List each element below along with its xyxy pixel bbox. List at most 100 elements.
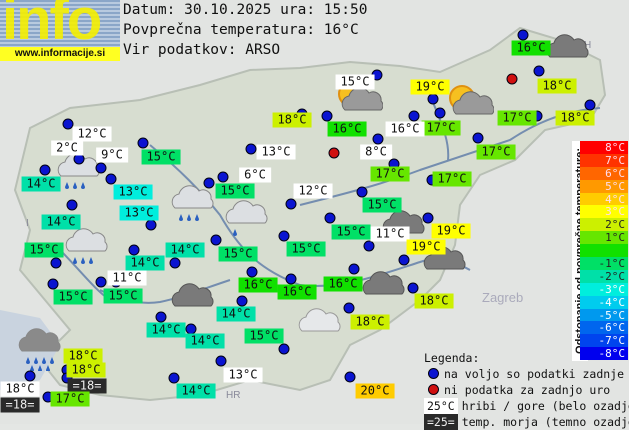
station-dot[interactable] [344, 371, 356, 383]
station-temperature-label: 16°C [277, 284, 317, 300]
station-temperature-label: 15°C [53, 289, 93, 305]
station-dot[interactable] [145, 219, 157, 231]
station-dot[interactable] [137, 137, 149, 149]
station-dot[interactable] [324, 212, 336, 224]
map-label-h: H [584, 40, 591, 51]
station-dot[interactable] [343, 302, 355, 314]
scale-cell [580, 244, 628, 258]
map-label-hr: HR [226, 390, 240, 401]
station-dot[interactable] [398, 254, 410, 266]
legend-sea-text: temp. morja (temno ozadje) [461, 415, 629, 429]
scale-cell: -4°C [580, 295, 628, 309]
station-dot[interactable] [321, 110, 333, 122]
dark-cloud-icon [167, 280, 219, 330]
red-dot-icon [428, 384, 439, 395]
station-dot[interactable] [407, 282, 419, 294]
station-dot[interactable] [408, 110, 420, 122]
station-dot[interactable] [128, 244, 140, 256]
station-dot[interactable] [66, 199, 78, 211]
scale-cell: -8°C [580, 347, 628, 360]
station-dot[interactable] [95, 276, 107, 288]
station-dot[interactable] [39, 164, 51, 176]
mountain-temperature-label: 12°C [293, 183, 333, 199]
scale-cell: 6°C [580, 166, 628, 180]
station-dot[interactable] [472, 132, 484, 144]
station-dot[interactable] [47, 278, 59, 290]
date-line: Datum: 30.10.2025 ura: 15:50 [123, 2, 368, 18]
station-dot[interactable] [356, 186, 368, 198]
station-temperature-label: 15°C [362, 197, 402, 213]
scale-cell: 1°C [580, 231, 628, 244]
station-dot[interactable] [169, 257, 181, 269]
station-dot[interactable] [372, 133, 384, 145]
station-dot[interactable] [62, 118, 74, 130]
legend-mountain-text: hribi / gore (belo ozadje) [461, 399, 629, 413]
station-temperature-label: 15°C [331, 224, 371, 240]
station-dot[interactable] [105, 173, 117, 185]
no-data-station-dot[interactable] [328, 147, 340, 159]
average-temperature-line: Povprečna temperatura: 16°C [123, 22, 359, 38]
station-dot[interactable] [285, 198, 297, 210]
station-dot[interactable] [168, 372, 180, 384]
no-data-station-dot[interactable] [506, 73, 518, 85]
mountain-temperature-label: 11°C [370, 226, 410, 242]
station-temperature-label: 15°C [215, 183, 255, 199]
station-temperature-label: 19°C [406, 239, 446, 255]
legend-item-available: na voljo so podatki zadnje ure [424, 366, 629, 382]
station-dot[interactable] [203, 177, 215, 189]
station-dot[interactable] [246, 266, 258, 278]
station-temperature-label: 15°C [286, 241, 326, 257]
station-dot[interactable] [217, 171, 229, 183]
station-temperature-label: 14°C [185, 333, 225, 349]
station-dot[interactable] [285, 273, 297, 285]
station-temperature-label: 18°C [272, 112, 312, 128]
station-dot[interactable] [363, 240, 375, 252]
station-dot[interactable] [155, 311, 167, 323]
scale-cell: 8°C [580, 141, 628, 154]
mountain-temperature-label: 2°C [51, 140, 83, 156]
station-dot[interactable] [533, 65, 545, 77]
station-temperature-label: 20°C [355, 383, 395, 399]
station-dot[interactable] [24, 370, 36, 382]
legend-available-text: na voljo so podatki zadnje ure [444, 367, 629, 381]
sea-temperature-label: =18= [67, 378, 107, 394]
legend-title: Legenda: [424, 351, 480, 365]
station-temperature-label: 15°C [218, 246, 258, 262]
station-dot[interactable] [50, 257, 62, 269]
info-logo[interactable]: info [0, 0, 120, 48]
station-dot[interactable] [95, 162, 107, 174]
station-dot[interactable] [245, 143, 257, 155]
rain-cloud-icon [61, 225, 113, 275]
map-label-i: I [26, 218, 29, 229]
station-temperature-label: 16°C [323, 276, 363, 292]
scale-cell: 5°C [580, 179, 628, 193]
station-dot[interactable] [210, 234, 222, 246]
station-temperature-label: 14°C [216, 306, 256, 322]
station-dot[interactable] [517, 29, 529, 41]
station-dot[interactable] [236, 295, 248, 307]
station-dot[interactable] [215, 355, 227, 367]
station-dot[interactable] [422, 212, 434, 224]
station-temperature-label: 18°C [63, 348, 103, 364]
station-temperature-label: 14°C [176, 383, 216, 399]
mountain-temperature-label: 13°C [223, 367, 263, 383]
station-temperature-label: 17°C [432, 171, 472, 187]
mountain-temperature-label: 9°C [96, 147, 128, 163]
sea-sample: =25= [424, 414, 458, 430]
site-url-link[interactable]: www.informacije.si [0, 47, 120, 61]
station-dot[interactable] [278, 230, 290, 242]
station-temperature-label: 15°C [141, 149, 181, 165]
station-temperature-label: 16°C [238, 277, 278, 293]
data-source-line: Vir podatkov: ARSO [123, 42, 281, 58]
station-temperature-label: 14°C [165, 242, 205, 258]
scale-cell: 3°C [580, 205, 628, 218]
station-dot[interactable] [584, 99, 596, 111]
station-dot[interactable] [348, 263, 360, 275]
station-temperature-label: 14°C [21, 176, 61, 192]
scale-cell: -3°C [580, 282, 628, 296]
station-dot[interactable] [434, 107, 446, 119]
station-dot[interactable] [427, 93, 439, 105]
rain-cloud-icon [167, 182, 219, 232]
station-dot[interactable] [278, 343, 290, 355]
blue-dot-icon [428, 368, 439, 379]
